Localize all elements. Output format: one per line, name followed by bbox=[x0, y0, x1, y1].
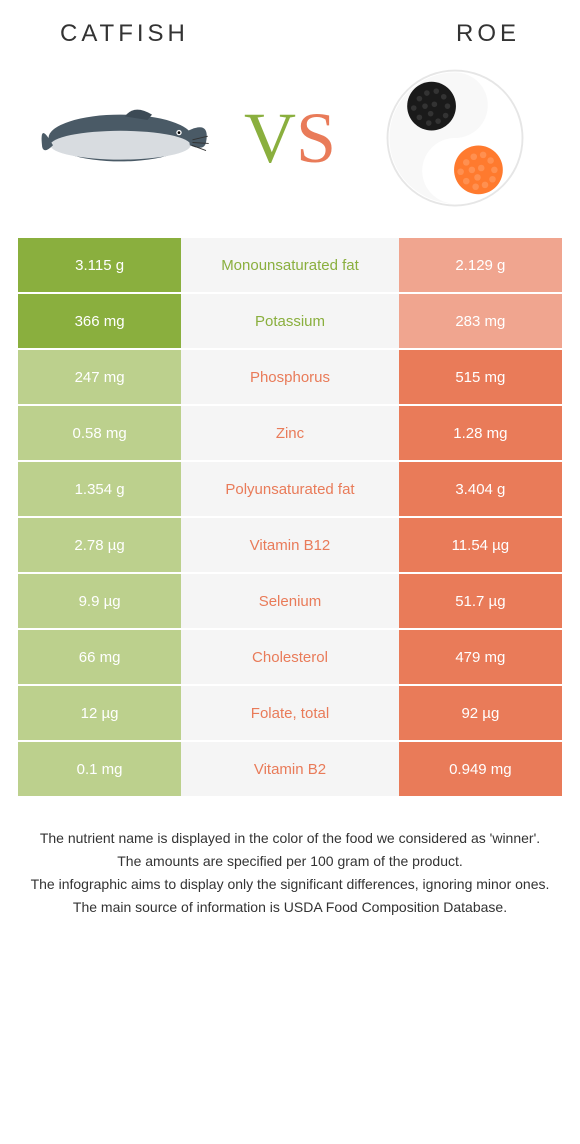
table-row: 66 mgCholesterol479 mg bbox=[18, 630, 562, 686]
vs-s: S bbox=[296, 98, 336, 178]
value-left: 66 mg bbox=[18, 630, 181, 684]
image-row: VS bbox=[0, 58, 580, 238]
footer-line-3: The infographic aims to display only the… bbox=[24, 874, 556, 895]
value-left: 0.1 mg bbox=[18, 742, 181, 796]
value-left: 12 µg bbox=[18, 686, 181, 740]
roe-image bbox=[360, 68, 550, 208]
footer-line-2: The amounts are specified per 100 gram o… bbox=[24, 851, 556, 872]
value-left: 3.115 g bbox=[18, 238, 181, 292]
footer-line-1: The nutrient name is displayed in the co… bbox=[24, 828, 556, 849]
footer-line-4: The main source of information is USDA F… bbox=[24, 897, 556, 918]
value-right: 515 mg bbox=[399, 350, 562, 404]
roe-icon bbox=[380, 63, 530, 213]
table-row: 12 µgFolate, total92 µg bbox=[18, 686, 562, 742]
table-row: 0.1 mgVitamin B20.949 mg bbox=[18, 742, 562, 798]
title-left: CATFISH bbox=[60, 20, 189, 48]
value-right: 0.949 mg bbox=[399, 742, 562, 796]
value-right: 479 mg bbox=[399, 630, 562, 684]
table-row: 1.354 gPolyunsaturated fat3.404 g bbox=[18, 462, 562, 518]
value-left: 9.9 µg bbox=[18, 574, 181, 628]
nutrient-name: Vitamin B12 bbox=[181, 518, 399, 572]
table-row: 3.115 gMonounsaturated fat2.129 g bbox=[18, 238, 562, 294]
value-right: 51.7 µg bbox=[399, 574, 562, 628]
table-row: 2.78 µgVitamin B1211.54 µg bbox=[18, 518, 562, 574]
value-left: 2.78 µg bbox=[18, 518, 181, 572]
value-right: 283 mg bbox=[399, 294, 562, 348]
value-left: 366 mg bbox=[18, 294, 181, 348]
table-row: 9.9 µgSelenium51.7 µg bbox=[18, 574, 562, 630]
value-right: 11.54 µg bbox=[399, 518, 562, 572]
table-row: 247 mgPhosphorus515 mg bbox=[18, 350, 562, 406]
vs-label: VS bbox=[244, 97, 336, 180]
nutrient-name: Selenium bbox=[181, 574, 399, 628]
value-right: 3.404 g bbox=[399, 462, 562, 516]
catfish-icon bbox=[35, 93, 215, 183]
vs-v: V bbox=[244, 98, 296, 178]
value-right: 1.28 mg bbox=[399, 406, 562, 460]
nutrient-name: Phosphorus bbox=[181, 350, 399, 404]
catfish-image bbox=[30, 68, 220, 208]
nutrient-name: Monounsaturated fat bbox=[181, 238, 399, 292]
comparison-table: 3.115 gMonounsaturated fat2.129 g366 mgP… bbox=[0, 238, 580, 798]
nutrient-name: Potassium bbox=[181, 294, 399, 348]
header: CATFISH ROE bbox=[0, 0, 580, 58]
nutrient-name: Folate, total bbox=[181, 686, 399, 740]
footer-notes: The nutrient name is displayed in the co… bbox=[0, 798, 580, 950]
nutrient-name: Cholesterol bbox=[181, 630, 399, 684]
nutrient-name: Polyunsaturated fat bbox=[181, 462, 399, 516]
value-left: 1.354 g bbox=[18, 462, 181, 516]
value-left: 0.58 mg bbox=[18, 406, 181, 460]
value-left: 247 mg bbox=[18, 350, 181, 404]
table-row: 366 mgPotassium283 mg bbox=[18, 294, 562, 350]
nutrient-name: Zinc bbox=[181, 406, 399, 460]
nutrient-name: Vitamin B2 bbox=[181, 742, 399, 796]
value-right: 92 µg bbox=[399, 686, 562, 740]
title-right: ROE bbox=[456, 20, 520, 48]
value-right: 2.129 g bbox=[399, 238, 562, 292]
table-row: 0.58 mgZinc1.28 mg bbox=[18, 406, 562, 462]
